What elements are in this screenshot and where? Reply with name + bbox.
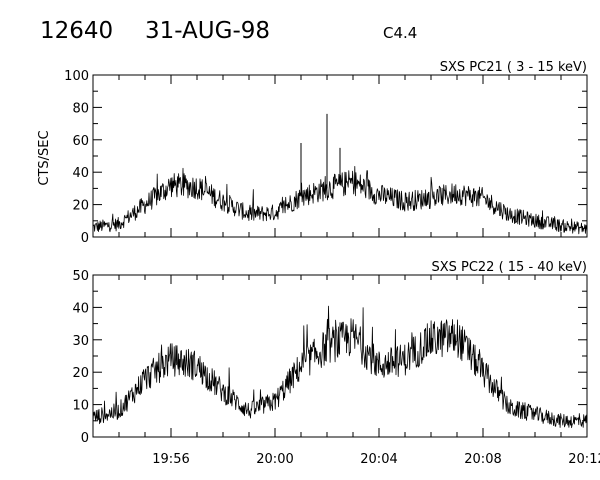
spike-annotations	[300, 113, 341, 197]
x-tick-label: 20:00	[256, 452, 293, 467]
y-tick-label: 0	[81, 231, 89, 246]
y-tick-label: 20	[72, 199, 89, 214]
chart-panel-pc21: SXS PC21 ( 3 - 15 keV) CTS/SEC 0 20 40 60 80…	[37, 60, 588, 246]
x-tick-labels: 19:56 20:00 20:04 20:08 20:12	[152, 452, 600, 467]
y-tick-label: 40	[72, 301, 89, 316]
y-tick-label: 60	[72, 134, 89, 149]
x-tick-label: 19:56	[152, 452, 189, 467]
chart-panel-pc22: SXS PC22 ( 15 - 40 keV) 0 10 20 30 40 50 19:5…	[72, 260, 600, 467]
y-tick-label: 50	[72, 269, 89, 284]
series-line	[92, 305, 588, 429]
x-tick-label: 20:08	[464, 452, 501, 467]
y-tick-label: 100	[64, 69, 89, 84]
flare-class: C4.4	[383, 24, 417, 42]
panel-title: SXS PC21 ( 3 - 15 keV)	[440, 60, 587, 75]
y-tick-label: 40	[72, 166, 89, 181]
y-axis-label: CTS/SEC	[37, 130, 52, 185]
y-tick-label: 10	[72, 399, 89, 414]
y-tick-label: 80	[72, 101, 89, 116]
axis-ticks	[92, 74, 588, 238]
y-tick-labels: 0 10 20 30 40 50	[72, 269, 89, 446]
y-tick-label: 0	[81, 431, 89, 446]
y-tick-label: 20	[72, 366, 89, 381]
y-tick-labels: 0 20 40 60 80 100	[64, 69, 89, 246]
event-date: 31-AUG-98	[145, 18, 270, 44]
y-tick-label: 30	[72, 334, 89, 349]
event-number: 12640	[40, 18, 113, 44]
axis-ticks	[92, 274, 588, 438]
x-tick-label: 20:04	[360, 452, 397, 467]
x-tick-label: 20:12	[568, 452, 600, 467]
panel-title: SXS PC22 ( 15 - 40 keV)	[431, 260, 587, 275]
